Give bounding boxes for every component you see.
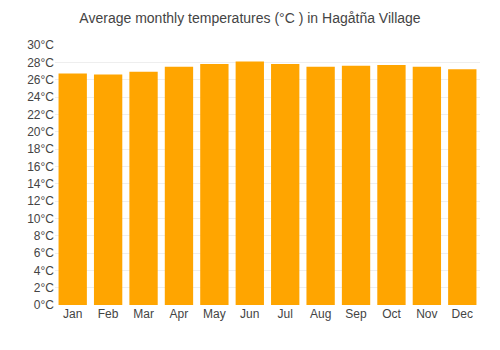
svg-text:Dec: Dec xyxy=(452,307,473,321)
svg-text:22°C: 22°C xyxy=(27,108,54,122)
svg-text:Feb: Feb xyxy=(98,307,119,321)
svg-text:4°C: 4°C xyxy=(34,264,54,278)
svg-text:Average monthly temperatures (: Average monthly temperatures (°C ) in Ha… xyxy=(79,10,420,26)
svg-text:10°C: 10°C xyxy=(27,212,54,226)
svg-text:May: May xyxy=(203,307,226,321)
svg-text:Jul: Jul xyxy=(278,307,293,321)
svg-text:Mar: Mar xyxy=(133,307,154,321)
svg-text:20°C: 20°C xyxy=(27,125,54,139)
svg-text:Apr: Apr xyxy=(170,307,189,321)
svg-text:12°C: 12°C xyxy=(27,194,54,208)
svg-text:Jan: Jan xyxy=(63,307,82,321)
svg-text:8°C: 8°C xyxy=(34,229,54,243)
svg-text:2°C: 2°C xyxy=(34,281,54,295)
svg-text:16°C: 16°C xyxy=(27,160,54,174)
svg-text:Jun: Jun xyxy=(240,307,259,321)
svg-text:28°C: 28°C xyxy=(27,56,54,70)
svg-text:26°C: 26°C xyxy=(27,73,54,87)
svg-text:Aug: Aug xyxy=(310,307,331,321)
svg-text:30°C: 30°C xyxy=(27,38,54,52)
svg-text:6°C: 6°C xyxy=(34,246,54,260)
svg-text:24°C: 24°C xyxy=(27,90,54,104)
svg-text:Sep: Sep xyxy=(345,307,367,321)
svg-text:Oct: Oct xyxy=(382,307,401,321)
svg-text:0°C: 0°C xyxy=(34,298,54,312)
svg-text:Nov: Nov xyxy=(416,307,437,321)
svg-text:18°C: 18°C xyxy=(27,142,54,156)
svg-text:14°C: 14°C xyxy=(27,177,54,191)
